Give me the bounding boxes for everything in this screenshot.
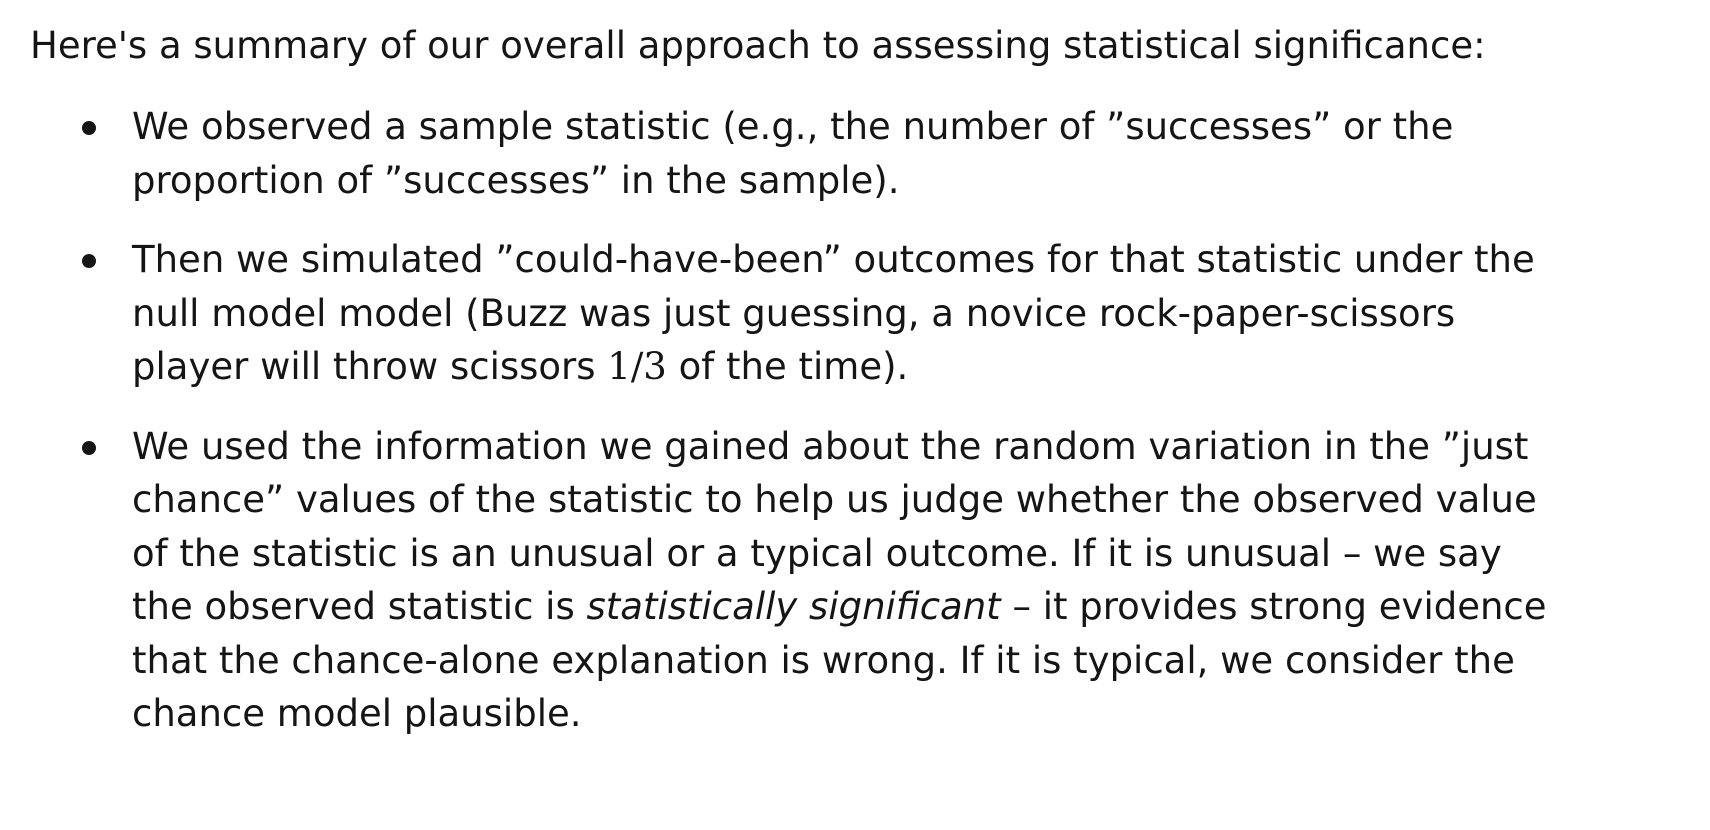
list-item: We used the information we gained about … <box>82 420 1662 741</box>
text-fragment: of the time). <box>666 345 909 388</box>
bullet-line: We observed a sample statistic (e.g., th… <box>132 105 1454 148</box>
emphasis-statistically-significant: statistically significant <box>586 585 1001 628</box>
list-item: We observed a sample statistic (e.g., th… <box>82 100 1662 207</box>
bullet-line: player will throw scissors 1/3 of the ti… <box>132 340 1662 394</box>
text-fragment: player will throw scissors <box>132 345 608 388</box>
intro-text: Here's a summary of our overall approach… <box>30 24 1486 67</box>
bullet-line: chance model plausible. <box>132 692 582 735</box>
list-item: Then we simulated ”could-have-been” outc… <box>82 233 1662 394</box>
bullet-dot-icon <box>82 121 96 135</box>
bullet-line: Then we simulated ”could-have-been” outc… <box>132 238 1535 281</box>
bullet-line: of the statistic is an unusual or a typi… <box>132 531 1502 575</box>
bullet-line: the observed statistic is statistically … <box>132 580 1662 634</box>
text-fragment: the observed statistic is <box>132 585 587 628</box>
bullet-list: We observed a sample statistic (e.g., th… <box>82 100 1662 741</box>
bullet-line: that the chance-alone explanation is wro… <box>132 638 1515 682</box>
text-fragment: – it provides strong evidence <box>1000 585 1547 628</box>
bullet-line: null model model (Buzz was just guessing… <box>132 291 1456 335</box>
bullet-line: proportion of ”successes” in the sample)… <box>132 158 900 202</box>
bullet-dot-icon <box>82 440 96 455</box>
bullet-line: chance” values of the statistic to help … <box>132 478 1537 521</box>
bullet-line: We used the information we gained about … <box>132 424 1529 468</box>
bullet-dot-icon <box>82 254 96 268</box>
fraction-one-third: 1/3 <box>607 345 667 388</box>
